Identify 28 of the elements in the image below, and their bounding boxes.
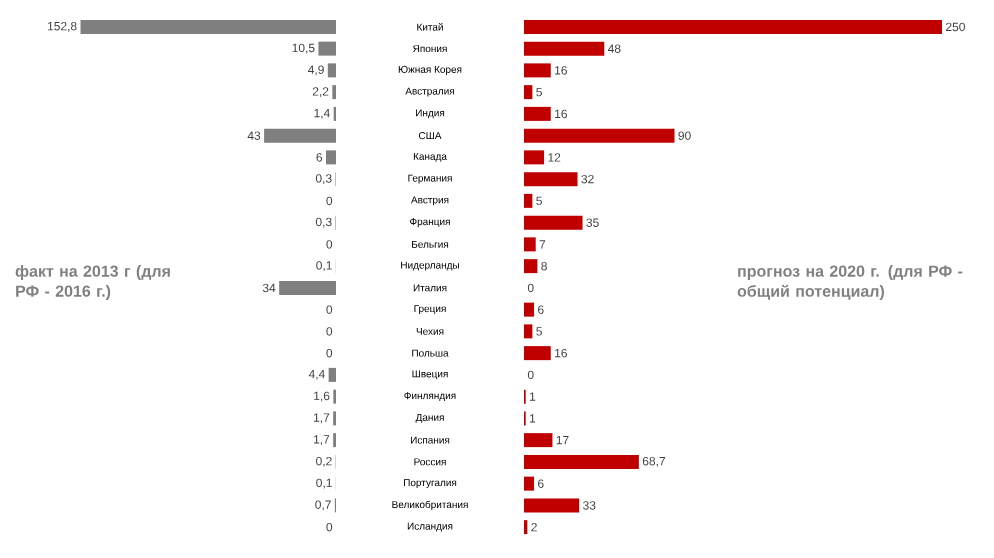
- bar: [524, 346, 551, 361]
- bar: [524, 454, 639, 469]
- bar: [318, 41, 336, 56]
- bar: [325, 150, 336, 165]
- bar: [524, 19, 943, 34]
- bar: [524, 63, 551, 78]
- bar: [524, 237, 536, 252]
- bar: [524, 106, 551, 121]
- bar: [524, 193, 533, 208]
- bar: [524, 215, 583, 230]
- bar: [524, 41, 605, 56]
- bar: [524, 433, 553, 448]
- bar: [328, 367, 336, 382]
- bar: [524, 324, 533, 339]
- bar: [80, 19, 336, 34]
- annotation: прогноз на 2020 г. (для РФ - общий потенциал): [737, 265, 963, 300]
- bar: [279, 280, 336, 295]
- bar: [524, 259, 538, 274]
- annotation: факт на 2013 г (для РФ - 2016 г.): [15, 265, 170, 300]
- bar: [524, 128, 675, 143]
- bar: [524, 150, 545, 165]
- bar: [524, 172, 578, 187]
- bar: [264, 128, 336, 143]
- bar: [524, 498, 580, 513]
- bar: [524, 302, 535, 317]
- bar: [524, 85, 533, 100]
- bar: [327, 63, 336, 78]
- bar: [524, 476, 535, 491]
